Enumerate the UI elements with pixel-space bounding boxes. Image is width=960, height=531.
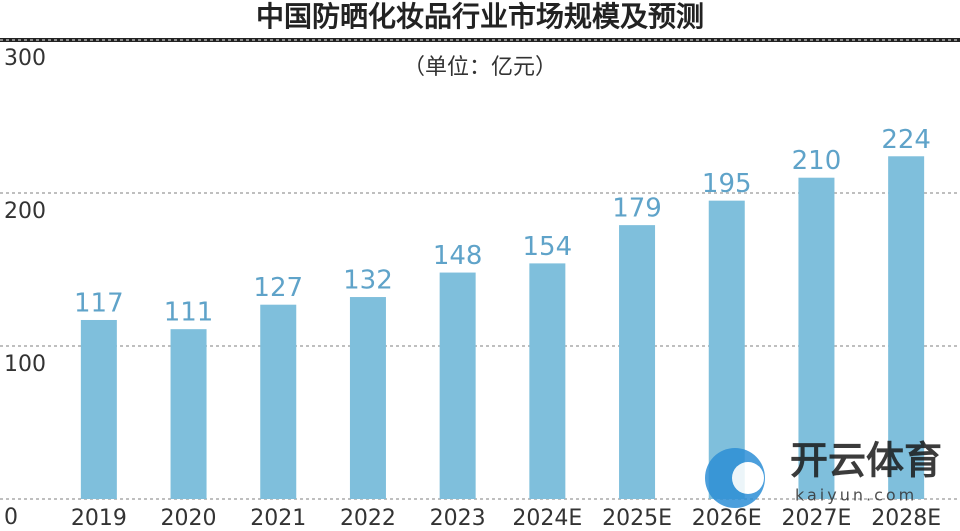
chart-title: 中国防晒化妆品行业市场规模及预测 [256,0,704,33]
x-tick-label: 2025E [602,506,672,531]
x-tick-label: 2021 [250,506,306,531]
bar [260,304,297,499]
value-label: 195 [702,169,752,199]
x-tick-label: 2022 [340,506,396,531]
value-label: 154 [523,232,573,262]
x-tick-label: 2023 [430,506,486,531]
value-label: 117 [74,288,124,318]
y-tick-label: 300 [4,46,46,71]
x-tick-label: 2024E [512,506,582,531]
bar [888,156,925,499]
watermark-site: kaiyun.com [795,486,917,505]
x-tick-label: 2026E [692,506,762,531]
y-tick-label: 200 [4,199,46,224]
watermark-brand: 开云体育 [790,439,942,483]
value-label: 132 [343,266,393,296]
y-tick-label: 100 [4,352,46,377]
x-tick-label: 2019 [71,506,127,531]
value-label: 210 [792,146,842,176]
x-tick-label: 2027E [782,506,852,531]
bar [80,319,117,499]
x-tick-label: 2028E [871,506,941,531]
bar [619,225,656,499]
bar [170,329,207,499]
bar [529,263,566,499]
value-label: 127 [253,273,303,303]
value-label: 111 [164,298,214,328]
watermark: 开云体育 kaiyun.com [705,439,942,508]
bar [798,177,835,499]
value-label: 179 [612,194,662,224]
watermark-logo-ball [732,462,764,494]
value-label: 148 [433,241,483,271]
plot: 0 100 200 300 117 2019 111 2020 127 2021 132 2022 14… [0,39,960,531]
bar [349,297,386,499]
chart-subtitle: （单位：亿元） [403,55,557,80]
y-tick-label: 0 [4,505,18,530]
value-label: 224 [881,125,931,155]
bar [439,272,476,499]
x-tick-label: 2020 [161,506,217,531]
